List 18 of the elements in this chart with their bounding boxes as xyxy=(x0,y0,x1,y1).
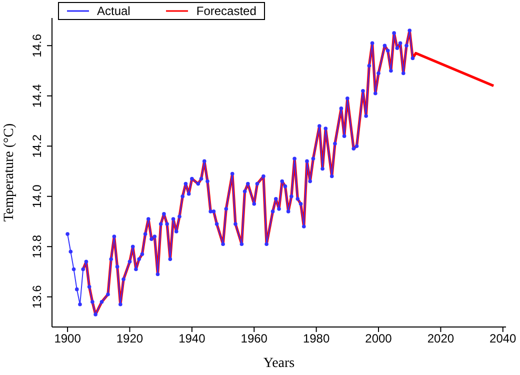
y-tick-label: 13.8 xyxy=(30,234,44,258)
y-tick-label: 14.4 xyxy=(30,84,44,108)
legend-label: Actual xyxy=(96,4,130,18)
x-tick-label: 2040 xyxy=(490,332,517,346)
legend-label: Forecasted xyxy=(195,4,256,18)
x-axis-title: Years xyxy=(263,356,295,371)
x-tick-label: 1900 xyxy=(54,332,82,346)
x-tick-label: 1940 xyxy=(178,332,206,346)
y-tick-label: 13.6 xyxy=(30,284,44,309)
y-tick-label: 14.2 xyxy=(30,134,44,158)
x-tick-label: 2020 xyxy=(427,332,454,346)
y-axis-title: Temperature (°C) xyxy=(2,123,17,222)
x-tick-label: 1920 xyxy=(116,332,144,346)
y-tick-label: 14.0 xyxy=(30,184,44,208)
y-tick-label: 14.6 xyxy=(30,34,44,58)
x-tick-label: 1980 xyxy=(302,332,330,346)
x-tick-label: 2000 xyxy=(365,332,392,346)
x-tick-label: 1960 xyxy=(240,332,268,346)
